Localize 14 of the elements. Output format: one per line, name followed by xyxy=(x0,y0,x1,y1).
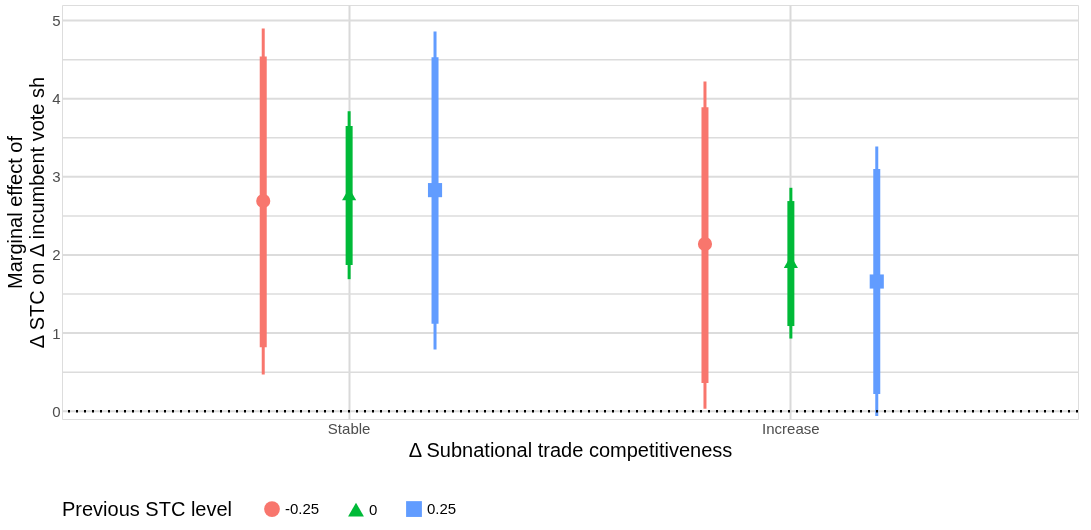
legend-label: -0.25 xyxy=(285,500,320,518)
y-tick-label: 1 xyxy=(52,324,61,342)
y-tick-label: 0 xyxy=(52,402,61,420)
x-axis-title: Δ Subnational trade competitiveness xyxy=(408,438,733,461)
y-axis-title: Marginal effect of Δ STC on Δ incumbent vote sh xyxy=(4,76,49,349)
y-tick-label: 4 xyxy=(52,90,61,108)
legend-label: 0 xyxy=(369,500,378,518)
legend-title: Previous STC level xyxy=(62,498,233,520)
x-tick-label: Increase xyxy=(762,419,820,437)
legend-label: 0.25 xyxy=(427,500,457,518)
y-tick-label: 2 xyxy=(52,246,61,264)
y-tick-label: 5 xyxy=(52,12,61,30)
y-tick-label: 3 xyxy=(52,168,61,186)
x-tick-label: Stable xyxy=(327,419,371,437)
